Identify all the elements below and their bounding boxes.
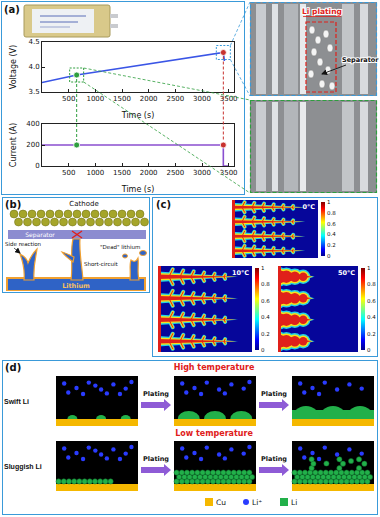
svg-text:Plating: Plating xyxy=(143,390,169,398)
svg-text:1: 1 xyxy=(261,265,265,271)
svg-text:500: 500 xyxy=(62,95,75,103)
svg-text:0: 0 xyxy=(327,253,331,259)
svg-text:50°C: 50°C xyxy=(338,269,355,277)
svg-text:Side reaction: Side reaction xyxy=(5,241,42,247)
svg-text:(a): (a) xyxy=(4,4,20,15)
svg-text:0°C: 0°C xyxy=(302,203,315,211)
svg-text:2500: 2500 xyxy=(166,95,184,103)
svg-text:0.2: 0.2 xyxy=(367,331,376,337)
svg-text:Current (A): Current (A) xyxy=(9,123,18,167)
svg-text:Cu: Cu xyxy=(216,498,226,507)
svg-text:1500: 1500 xyxy=(113,95,131,103)
svg-text:Separator: Separator xyxy=(25,231,55,239)
svg-text:1000: 1000 xyxy=(86,169,104,177)
svg-text:(c): (c) xyxy=(156,199,171,210)
svg-text:Plating: Plating xyxy=(143,455,169,463)
svg-text:1: 1 xyxy=(327,199,331,205)
svg-text:Separator: Separator xyxy=(342,56,379,64)
svg-text:(d): (d) xyxy=(5,362,21,373)
svg-text:Short-circuit: Short-circuit xyxy=(84,261,118,267)
svg-text:200: 200 xyxy=(26,141,39,149)
svg-text:Cathode: Cathode xyxy=(69,200,98,208)
svg-text:1000: 1000 xyxy=(86,95,104,103)
svg-text:Li plating: Li plating xyxy=(302,7,342,16)
svg-text:0.4: 0.4 xyxy=(367,314,376,320)
svg-text:Low temperature: Low temperature xyxy=(175,429,253,438)
svg-text:0.6: 0.6 xyxy=(327,221,336,227)
svg-text:0.4: 0.4 xyxy=(261,314,270,320)
svg-text:0.6: 0.6 xyxy=(261,298,270,304)
svg-text:2000: 2000 xyxy=(140,95,158,103)
svg-text:4.5: 4.5 xyxy=(28,38,39,46)
svg-text:10°C: 10°C xyxy=(232,269,249,277)
svg-text:2000: 2000 xyxy=(140,169,158,177)
svg-text:Voltage (V): Voltage (V) xyxy=(9,45,18,89)
svg-text:0.2: 0.2 xyxy=(327,242,336,248)
svg-text:0: 0 xyxy=(35,162,39,170)
svg-text:3500: 3500 xyxy=(220,169,238,177)
svg-text:400: 400 xyxy=(26,120,39,128)
svg-text:3500: 3500 xyxy=(220,95,238,103)
svg-text:0: 0 xyxy=(261,347,265,353)
svg-text:500: 500 xyxy=(62,169,75,177)
svg-text:0.8: 0.8 xyxy=(327,210,336,216)
svg-text:4.0: 4.0 xyxy=(28,63,39,71)
svg-text:0.6: 0.6 xyxy=(367,298,376,304)
svg-text:Time (s): Time (s) xyxy=(121,111,155,120)
svg-text:2500: 2500 xyxy=(166,169,184,177)
svg-text:3000: 3000 xyxy=(193,95,211,103)
svg-text:1500: 1500 xyxy=(113,169,131,177)
svg-text:Plating: Plating xyxy=(261,390,287,398)
svg-text:Plating: Plating xyxy=(261,455,287,463)
svg-text:Sluggish Li: Sluggish Li xyxy=(4,463,42,471)
svg-text:High temperature: High temperature xyxy=(174,363,255,372)
svg-text:Time (s): Time (s) xyxy=(121,185,155,194)
svg-text:3.5: 3.5 xyxy=(28,88,39,96)
svg-text:3000: 3000 xyxy=(193,169,211,177)
svg-text:Swift Li: Swift Li xyxy=(4,398,29,405)
svg-text:0.2: 0.2 xyxy=(261,331,270,337)
svg-text:0.8: 0.8 xyxy=(261,281,270,287)
svg-text:Li: Li xyxy=(291,498,297,507)
svg-text:0: 0 xyxy=(367,347,371,353)
svg-text:(b): (b) xyxy=(5,199,21,210)
svg-text:"Dead" lithium: "Dead" lithium xyxy=(100,244,140,250)
svg-text:1: 1 xyxy=(367,265,371,271)
svg-text:Li⁺: Li⁺ xyxy=(252,498,262,507)
svg-text:Lithium: Lithium xyxy=(62,282,90,290)
svg-text:0.4: 0.4 xyxy=(327,231,336,237)
svg-text:0.8: 0.8 xyxy=(367,281,376,287)
